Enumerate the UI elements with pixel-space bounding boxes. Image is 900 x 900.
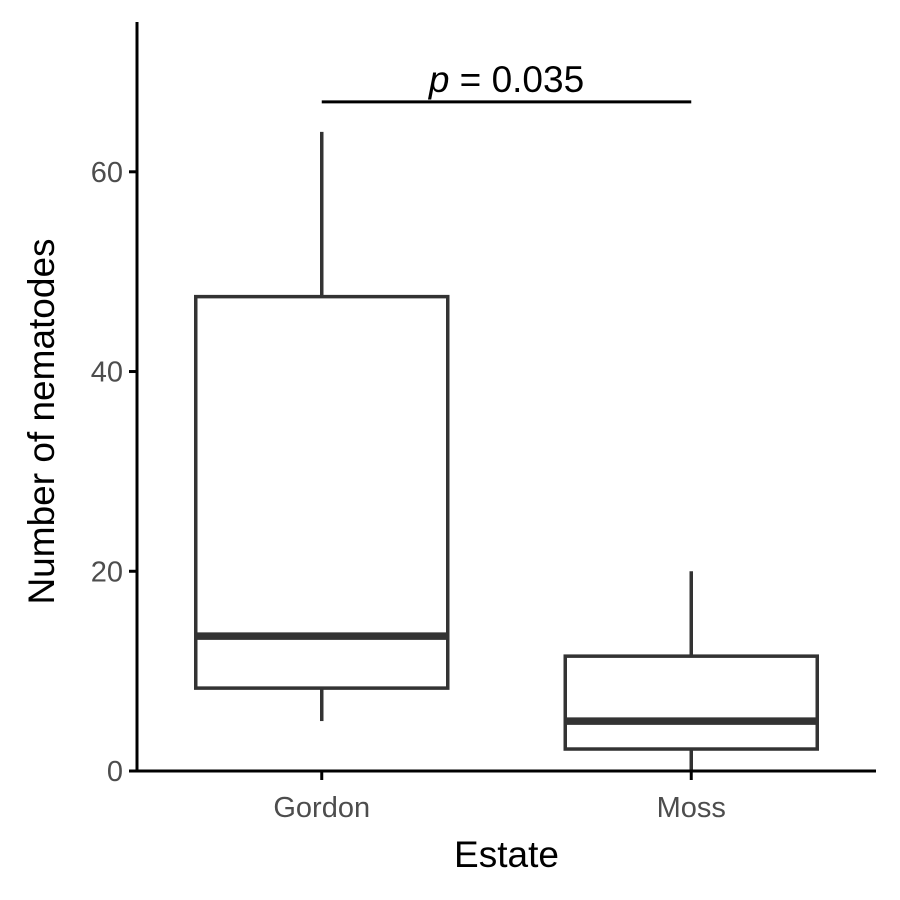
y-tick-label: 40	[91, 357, 123, 389]
p-value-text: = 0.035	[449, 59, 584, 100]
y-axis-ticks: 0 20 40 60	[91, 157, 137, 788]
x-axis-ticks: Gordon Moss	[273, 771, 726, 824]
x-axis-title: Estate	[454, 834, 559, 875]
box-moss	[563, 571, 819, 771]
plot-marks	[194, 131, 819, 771]
iqr-box	[563, 654, 819, 751]
y-tick-label: 20	[91, 556, 123, 588]
iqr-box	[194, 294, 450, 690]
p-symbol: p	[428, 59, 450, 100]
x-tick-label: Moss	[657, 792, 726, 824]
box-gordon	[194, 131, 450, 722]
p-value-annotation: p = 0.035	[428, 59, 584, 100]
x-tick-label: Gordon	[273, 792, 370, 824]
y-axis-title: Number of nematodes	[21, 238, 62, 604]
y-tick-label: 60	[91, 157, 123, 189]
y-tick-label: 0	[107, 756, 123, 788]
